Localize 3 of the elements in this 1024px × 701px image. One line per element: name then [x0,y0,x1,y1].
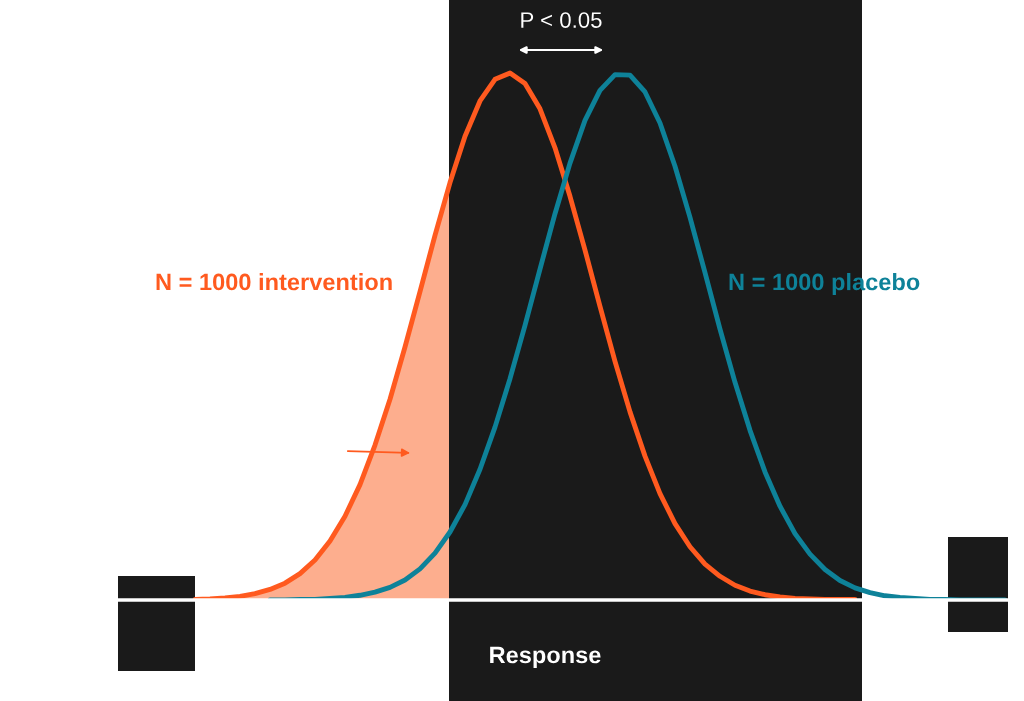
text: P < 0.05 [521,12,602,28]
x-axis-title: Response [490,646,601,669]
series-label: N = 1000 intervention [156,273,392,291]
